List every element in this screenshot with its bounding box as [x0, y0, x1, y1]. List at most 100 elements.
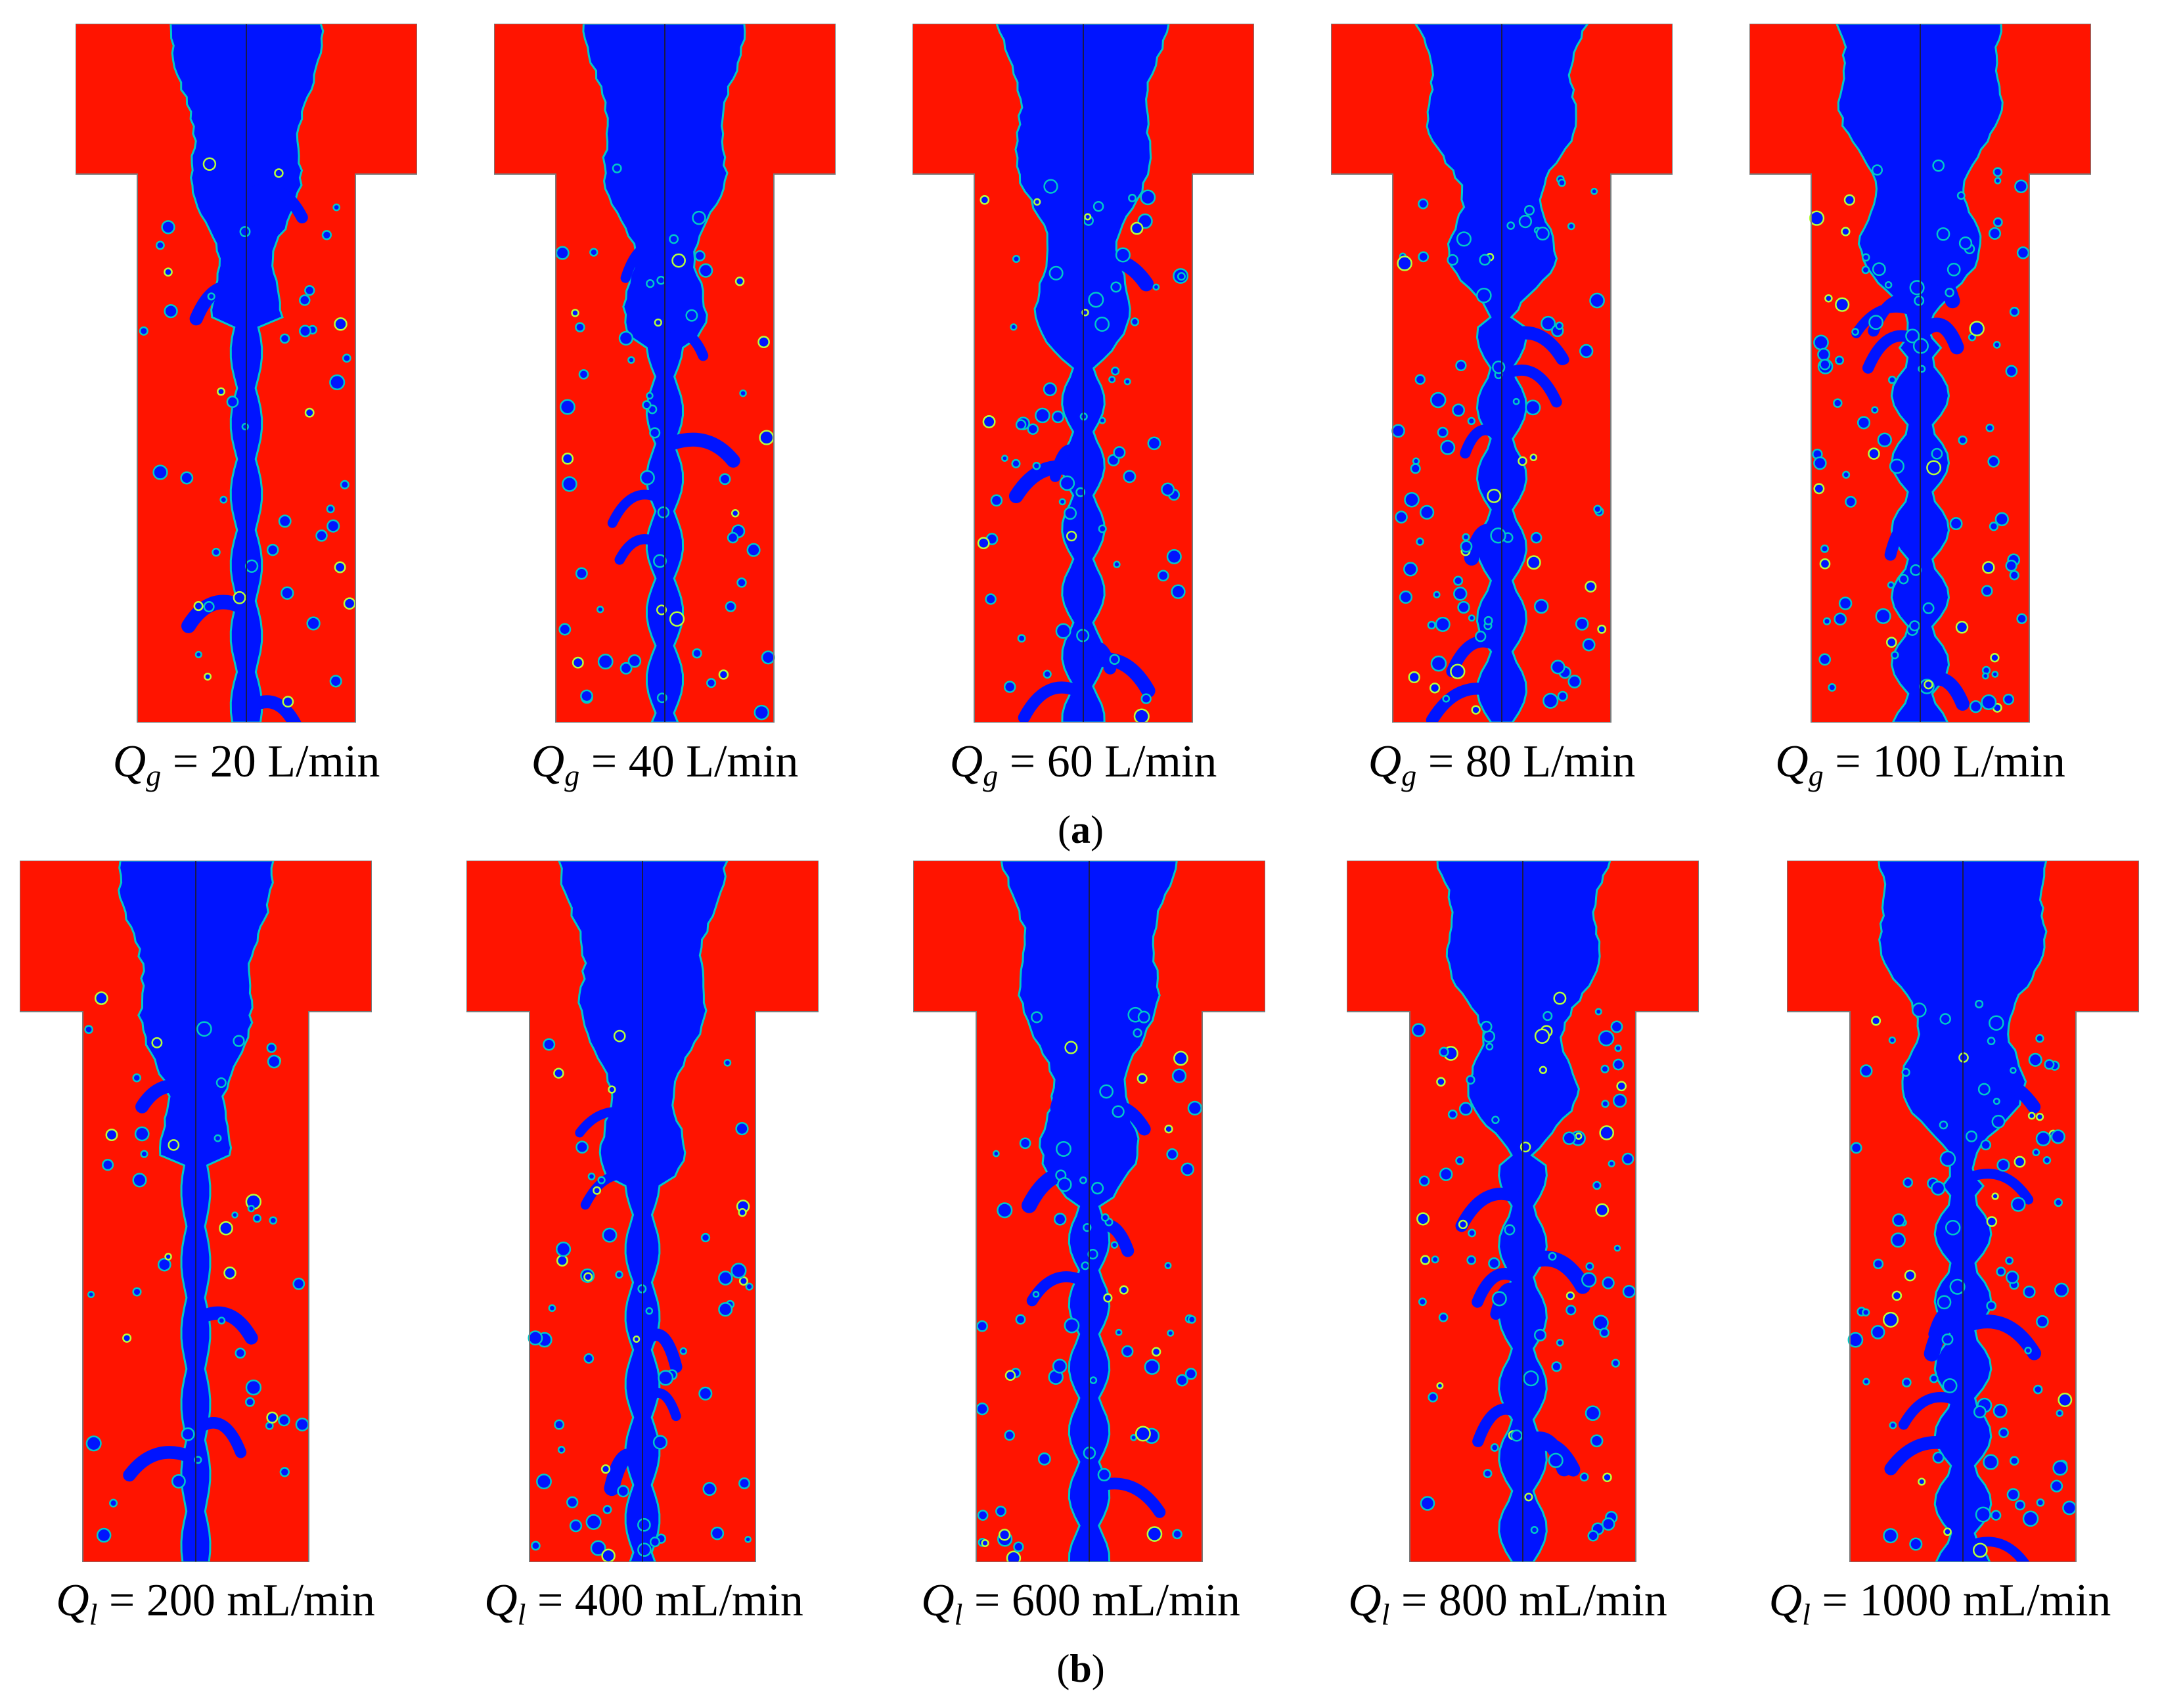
- gas-bubble: [1877, 432, 1892, 447]
- gas-bubble: [140, 1150, 148, 1158]
- gas-bubble: [1172, 1529, 1182, 1540]
- gas-bubble: [1833, 398, 1843, 408]
- gas-bubble: [2009, 307, 2019, 317]
- gas-ligament: [607, 489, 664, 528]
- gas-bubble: [617, 1485, 630, 1498]
- caption-subscript: g: [564, 759, 580, 792]
- gas-bubble: [1842, 470, 1851, 479]
- gas-bubble: [1012, 255, 1021, 263]
- gas-bubble: [746, 543, 761, 557]
- gas-ligament: [1502, 364, 1562, 408]
- gas-bubble: [223, 1267, 236, 1280]
- gas-bubble: [590, 1540, 606, 1556]
- gas-bubble: [1543, 1011, 1553, 1022]
- gas-ligament: [664, 432, 740, 468]
- gas-bubble: [1903, 1177, 1914, 1188]
- gas-bubble: [602, 1505, 612, 1514]
- gas-bubble: [1530, 1526, 1539, 1534]
- gas-bubble: [1845, 495, 1857, 508]
- gas-bubble: [161, 220, 175, 235]
- gas-bubble: [1969, 700, 1983, 713]
- gas-bubble: [698, 1386, 713, 1401]
- gas-ligament: [1472, 1403, 1522, 1447]
- gas-bubble: [1442, 694, 1451, 703]
- gas-bubble: [738, 1276, 748, 1286]
- gas-bubble: [214, 1134, 222, 1142]
- gas-bubble: [1467, 416, 1475, 426]
- gas-bubble: [1622, 1284, 1636, 1299]
- gas-bubble: [1585, 1262, 1594, 1271]
- gas-bubble: [1843, 194, 1856, 206]
- gas-bubble: [1173, 1050, 1188, 1066]
- gas-bubble: [977, 537, 990, 550]
- gas-bubble: [1081, 1261, 1090, 1270]
- gas-bubble: [1418, 1297, 1427, 1307]
- gas-bubble: [278, 1414, 290, 1427]
- gas-bubble: [1621, 1152, 1634, 1165]
- gas-ligament: [1083, 641, 1117, 675]
- gas-bubble: [1990, 653, 2000, 663]
- gas-bubble: [745, 1282, 754, 1291]
- gas-ligament: [1089, 1219, 1135, 1257]
- gas-bubble: [710, 1526, 725, 1540]
- gas-bubble: [2014, 1156, 2026, 1168]
- gas-bubble: [1525, 399, 1541, 416]
- gas-bubble: [2044, 1059, 2055, 1070]
- gas-bubble: [1813, 483, 1825, 495]
- gas-bubble: [738, 1477, 750, 1489]
- gas-bubble: [1530, 531, 1543, 544]
- gas-bubble: [1599, 1327, 1610, 1338]
- gas-bubble: [669, 611, 685, 627]
- gas-bubble: [217, 1316, 226, 1325]
- gas-bubble: [1891, 650, 1899, 660]
- gas-bubble: [1064, 1317, 1080, 1334]
- gas-bubble: [321, 230, 332, 240]
- gas-bubble: [1557, 690, 1568, 702]
- panel-label-letter: a: [1071, 808, 1091, 851]
- gas-bubble: [1612, 1058, 1625, 1071]
- gas-bubble: [340, 480, 349, 489]
- gas-bubble: [1819, 558, 1831, 570]
- gas-bubble: [1533, 1328, 1547, 1341]
- gas-bubble: [85, 1435, 102, 1452]
- gas-bubble: [105, 1129, 118, 1142]
- gas-bubble: [1479, 254, 1491, 266]
- gas-bubble: [2009, 570, 2019, 581]
- gas-bubble: [558, 623, 572, 636]
- gas-bubble: [1094, 317, 1110, 332]
- gas-bubble: [194, 650, 202, 658]
- gas-bubble: [203, 601, 215, 613]
- gas-bubble: [981, 1539, 989, 1548]
- gas-bubble: [1592, 1180, 1602, 1190]
- gas-bubble: [1998, 1427, 2009, 1438]
- gas-bubble: [306, 616, 321, 631]
- gas-ligament: [604, 1448, 644, 1496]
- gas-bubble: [1079, 1176, 1087, 1184]
- gas-bubble: [597, 1176, 606, 1184]
- gas-bubble: [1184, 1368, 1198, 1380]
- caption-symbol: Q: [1368, 736, 1402, 787]
- gas-bubble: [698, 263, 713, 278]
- gas-bubble: [1550, 660, 1565, 675]
- gas-bubble: [1924, 679, 1933, 690]
- caption-value: = 100 L/min: [1835, 736, 2065, 787]
- gas-bubble: [1949, 517, 1963, 531]
- gas-bubble: [597, 654, 614, 670]
- gas-bubble: [1483, 616, 1493, 625]
- gas-bubble: [193, 601, 204, 612]
- gas-bubble: [1567, 675, 1582, 688]
- gas-bubble: [1157, 570, 1169, 582]
- gas-bubble: [1996, 1267, 2006, 1277]
- gas-bubble: [122, 1333, 132, 1343]
- gas-bubble: [1601, 1100, 1610, 1108]
- gas-ligament: [1921, 243, 1952, 286]
- gas-ligament: [135, 1079, 196, 1113]
- gas-bubble: [1862, 253, 1870, 262]
- caption-a-2: Qg = 40 L/min: [461, 736, 868, 792]
- gas-bubble: [2035, 1131, 2051, 1146]
- gas-bubble: [1123, 470, 1137, 483]
- gas-ligament: [1460, 424, 1501, 459]
- gas-bubble: [1888, 1036, 1897, 1045]
- gas-bubble: [1834, 612, 1847, 626]
